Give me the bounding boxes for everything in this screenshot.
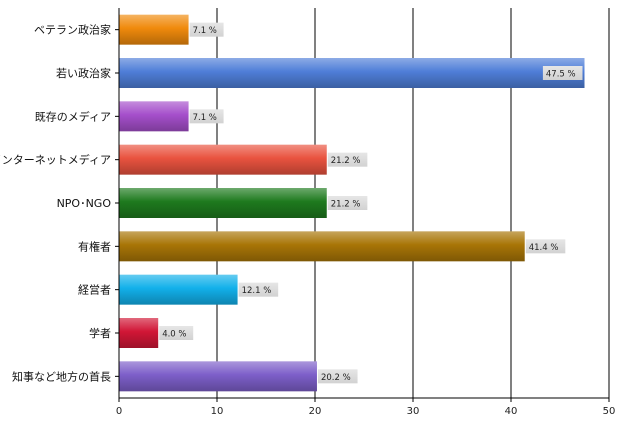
data-label-box: [542, 66, 583, 80]
bar: [119, 58, 585, 88]
bars: 7.1 % 47.5 % 7.1 % 21.2 % 21.2 % 41.4 % 12.1 %…: [119, 14, 585, 392]
x-tick-label: 20: [309, 406, 322, 417]
bar: [119, 14, 189, 45]
category-label: 学者: [89, 326, 111, 340]
x-tick-label: 10: [211, 406, 224, 417]
category-label: インターネットメディア: [0, 153, 111, 167]
bar: [119, 144, 327, 175]
data-label: 41.4 %: [529, 243, 559, 253]
data-label: 12.1 %: [242, 286, 272, 296]
bar: [119, 274, 238, 305]
x-tick-label: 30: [407, 406, 420, 417]
category-label: 既存のメディア: [35, 109, 111, 123]
data-label-box: [238, 282, 279, 297]
data-label-box: [189, 109, 224, 124]
category-label: 知事など地方の首長: [12, 369, 111, 383]
data-label: 47.5 %: [546, 70, 576, 80]
data-label: 20.2 %: [321, 373, 351, 383]
data-label: 4.0 %: [162, 330, 186, 340]
bar: [119, 188, 327, 218]
category-label: 経営者: [78, 283, 111, 297]
category-label: ベテラン政治家: [34, 23, 111, 37]
data-label: 21.2 %: [331, 200, 361, 210]
bar: [119, 318, 159, 348]
axes: 0 10 20 30 40 50 ベテラン政治家若い政治家既存のメディアインターネットメディ…: [0, 8, 615, 417]
data-label: 21.2 %: [331, 156, 361, 166]
data-label-box: [327, 196, 368, 210]
data-label: 7.1 %: [193, 113, 217, 123]
bar: [119, 101, 189, 132]
data-label-box: [189, 22, 224, 37]
data-label-box: [327, 152, 368, 167]
bar: [119, 361, 317, 392]
data-label-box: [317, 369, 358, 384]
data-label: 7.1 %: [193, 26, 217, 36]
bar: [119, 231, 525, 262]
x-tick-label: 0: [116, 406, 122, 417]
x-tick-label: 50: [603, 406, 616, 417]
category-label: 有権者: [78, 239, 111, 253]
category-label: 若い政治家: [56, 66, 111, 80]
data-label-box: [525, 239, 566, 254]
category-label: NPO･NGO: [57, 197, 112, 210]
data-label-box: [159, 326, 194, 340]
x-tick-label: 40: [505, 406, 518, 417]
